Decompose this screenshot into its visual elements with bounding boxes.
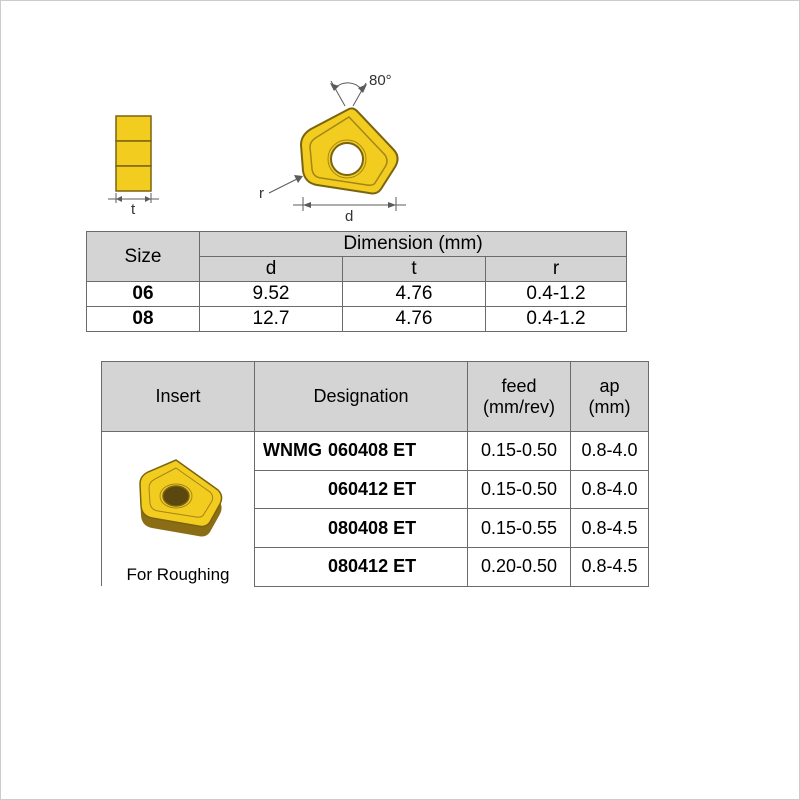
t-header: t	[343, 257, 486, 282]
wnmg-prefix: WNMG	[263, 440, 323, 461]
roughing-label: For Roughing	[103, 565, 253, 585]
dimension-header: Dimension (mm)	[200, 232, 627, 257]
dimension-table: Size Dimension (mm) d t r 06 9.52 4.76 0…	[86, 231, 627, 332]
angle-label: 80°	[369, 72, 392, 89]
ap-header: ap (mm)	[571, 362, 649, 432]
r-header: r	[486, 257, 627, 282]
size-header: Size	[87, 232, 200, 282]
side-view-diagram: t	[101, 111, 171, 221]
insert-3d-icon	[118, 442, 238, 552]
d-label: d	[345, 208, 353, 225]
r-label: r	[259, 185, 264, 202]
table-row: 06 9.52 4.76 0.4-1.2	[87, 282, 627, 307]
feed-header: feed (mm/rev)	[468, 362, 571, 432]
table-row: For Roughing WNMG 060408 ET 0.15-0.50 0.…	[102, 432, 649, 471]
d-header: d	[200, 257, 343, 282]
top-view-diagram: 80° r d	[221, 71, 451, 231]
table-row: 08 12.7 4.76 0.4-1.2	[87, 307, 627, 332]
t-label: t	[131, 201, 136, 218]
technical-diagrams: t 80° r d	[101, 71, 451, 221]
insert-table: Insert Designation feed (mm/rev) ap (mm)	[101, 361, 649, 587]
insert-header: Insert	[102, 362, 255, 432]
insert-image-cell: For Roughing	[102, 432, 255, 587]
designation-header: Designation	[255, 362, 468, 432]
